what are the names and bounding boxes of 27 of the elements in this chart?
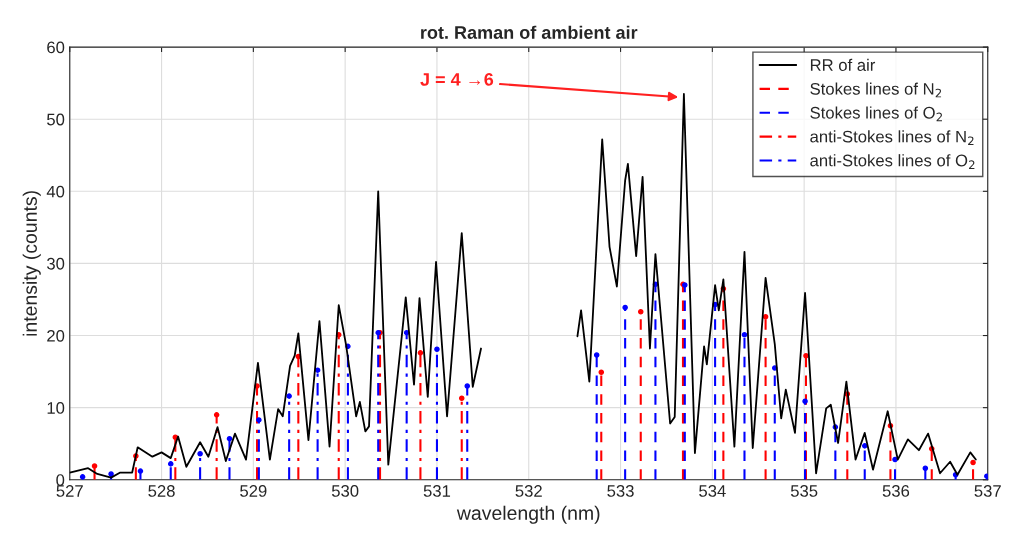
x-tick-label: 536 bbox=[882, 485, 910, 497]
y-tick-label: 10 bbox=[47, 402, 65, 414]
legend-label: RR of air bbox=[810, 58, 876, 71]
chart-title: rot. Raman of ambient air bbox=[421, 25, 638, 39]
x-tick-label: 537 bbox=[974, 485, 1001, 497]
y-tick-label: 30 bbox=[47, 257, 65, 270]
x-tick-label: 531 bbox=[423, 485, 451, 497]
x-tick-label: 533 bbox=[607, 485, 634, 497]
x-tick-label: 535 bbox=[790, 485, 818, 497]
annotation: J = 4 →6 bbox=[420, 72, 494, 86]
x-tick-label: 527 bbox=[56, 485, 83, 497]
x-tick-label: 529 bbox=[240, 485, 267, 497]
y-axis-title: intensity (counts) bbox=[22, 191, 41, 336]
y-tick-label: 60 bbox=[47, 41, 65, 54]
y-tick-label: 0 bbox=[56, 474, 65, 486]
legend-label: anti-Stokes lines of O$_{2}$ bbox=[810, 154, 975, 169]
legend-label: Stokes lines of N$_{2}$ bbox=[810, 82, 942, 98]
y-tick-label: 50 bbox=[47, 113, 65, 126]
legend-label: anti-Stokes lines of N$_{2}$ bbox=[810, 130, 974, 146]
y-tick-label: 20 bbox=[47, 329, 65, 342]
x-tick-label: 532 bbox=[515, 485, 542, 497]
x-tick-label: 528 bbox=[148, 485, 175, 497]
x-tick-label: 530 bbox=[331, 485, 359, 497]
y-tick-label: 40 bbox=[46, 185, 65, 198]
legend-label: Stokes lines of O$_{2}$ bbox=[810, 106, 942, 122]
x-axis-title: wavelength (nm) bbox=[456, 505, 600, 524]
x-tick-label: 534 bbox=[699, 485, 726, 497]
